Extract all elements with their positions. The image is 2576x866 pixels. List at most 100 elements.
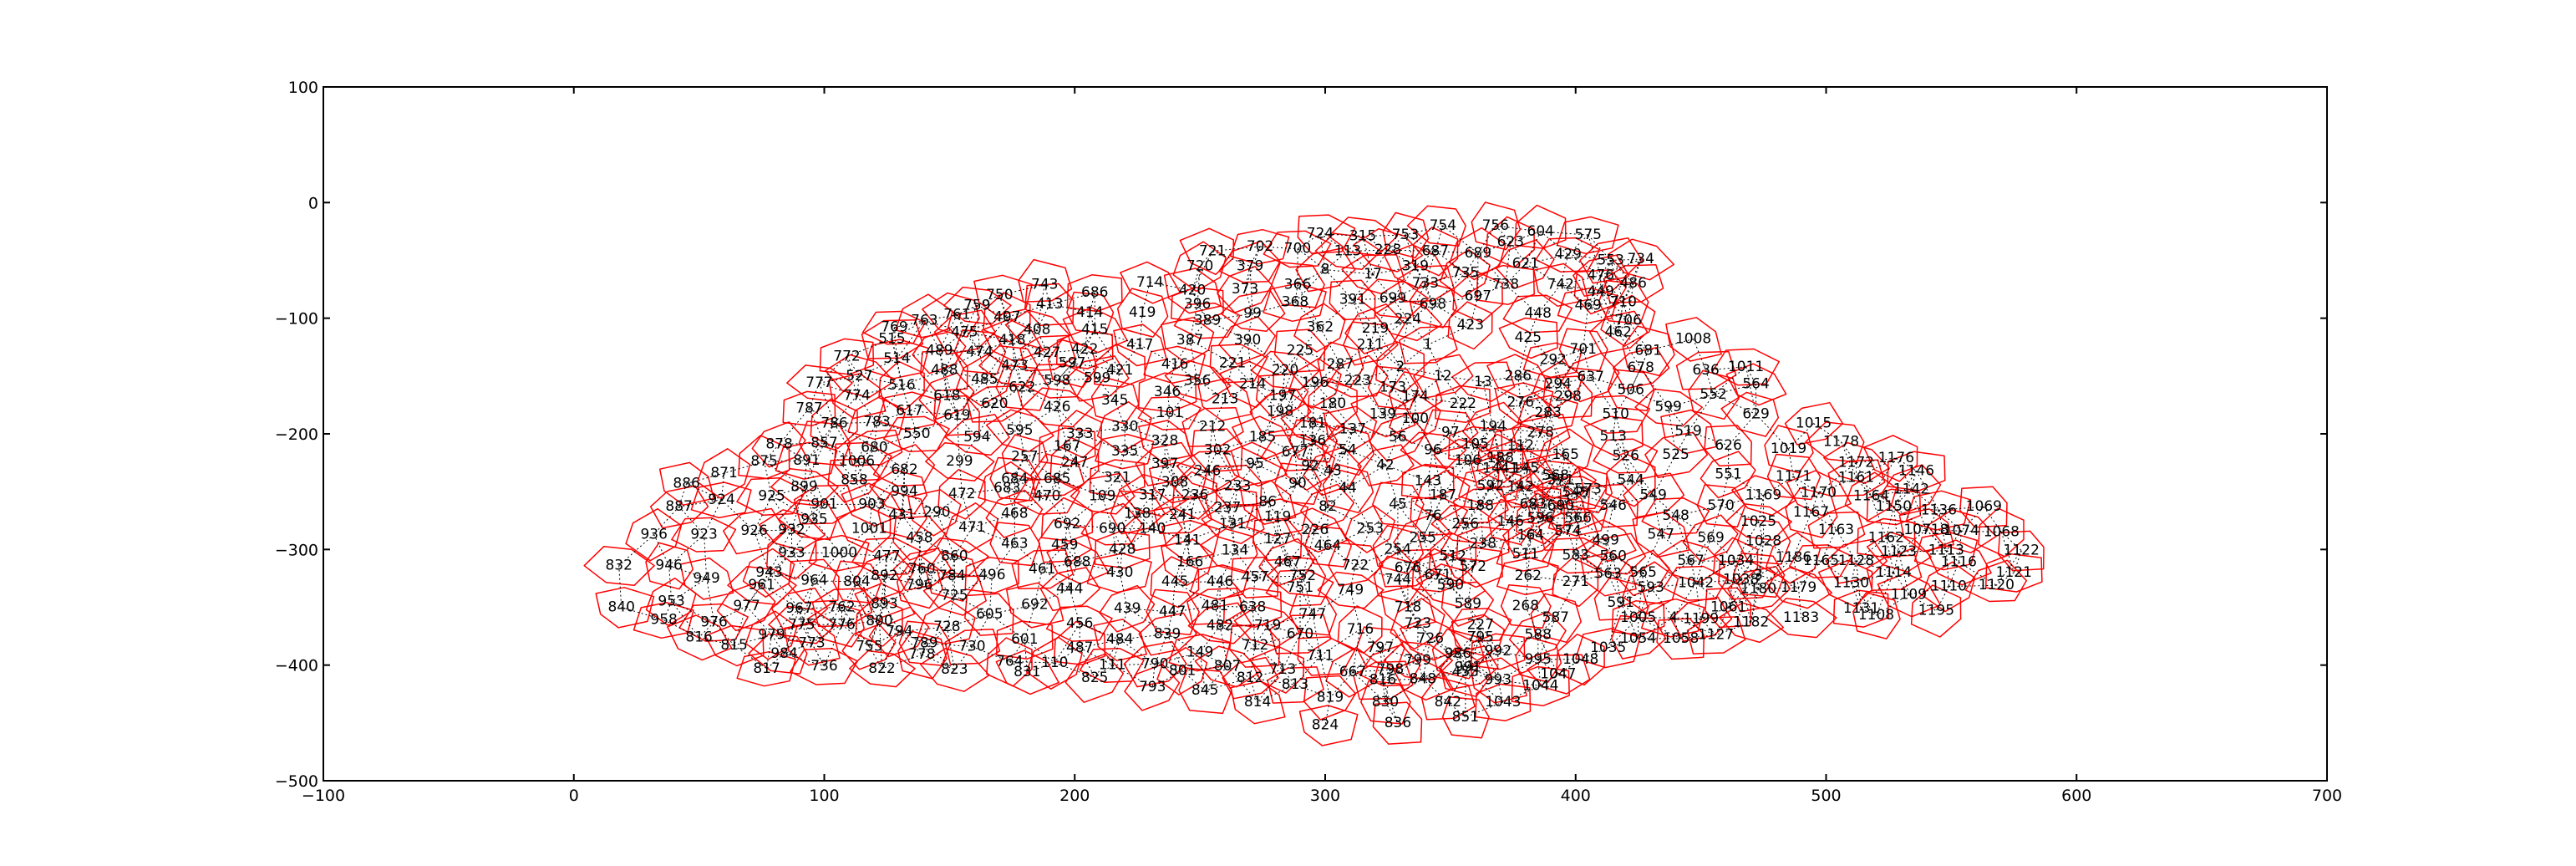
cell-polygon	[1374, 298, 1443, 342]
cell-polygon	[1357, 444, 1415, 486]
cell-polygon	[1288, 593, 1338, 636]
cell-polygon	[1593, 438, 1659, 474]
neighbour-link	[1214, 605, 1221, 626]
cell-polygon	[1187, 602, 1253, 644]
cell-label: 891	[793, 452, 820, 469]
neighbour-link	[979, 339, 1013, 353]
neighbour-link	[951, 556, 955, 577]
cell-label: 591	[1607, 594, 1633, 611]
cell-label: 692	[1054, 516, 1080, 532]
cell-polygon	[1583, 415, 1644, 457]
cell-polygon	[736, 650, 796, 687]
neighbour-link	[766, 634, 773, 669]
cell-label: 196	[1302, 374, 1329, 391]
neighbour-link	[1608, 573, 1651, 588]
neighbour-link	[882, 654, 922, 670]
neighbour-link	[1623, 302, 1629, 321]
neighbour-link	[1457, 637, 1481, 655]
cell-label: 544	[1617, 471, 1644, 488]
neighbour-link	[1150, 282, 1193, 291]
cell-polygon	[1161, 317, 1215, 364]
neighbour-link	[1407, 303, 1434, 320]
cell-label: 1054	[1620, 630, 1656, 647]
cell-polygon	[1138, 612, 1197, 656]
neighbour-link	[804, 486, 815, 520]
cell-polygon	[847, 395, 906, 441]
neighbour-link	[1537, 284, 1562, 314]
cell-label: 254	[1385, 541, 1411, 558]
neighbour-link	[972, 646, 1010, 662]
neighbour-link	[1818, 477, 1857, 494]
cell-label: 795	[1467, 629, 1494, 645]
neighbour-link	[978, 316, 1008, 353]
cell-polygon	[827, 457, 881, 503]
cell-polygon	[1086, 553, 1152, 593]
cell-polygon	[1486, 354, 1551, 400]
cell-label: 813	[1282, 676, 1308, 693]
cell-label: 445	[1161, 573, 1188, 590]
neighbour-link	[1006, 478, 1015, 489]
neighbour-link	[1492, 402, 1522, 428]
cell-polygon	[1611, 600, 1665, 636]
cell-label: 626	[1715, 437, 1741, 454]
neighbour-link	[2000, 532, 2022, 552]
cell-label: 592	[1477, 477, 1504, 494]
neighbour-link	[1497, 680, 1541, 687]
cell-label: 769	[881, 319, 907, 336]
neighbour-link	[946, 626, 955, 670]
cell-polygon	[1622, 325, 1675, 377]
neighbour-link	[856, 395, 877, 423]
cell-label: 1001	[851, 520, 887, 537]
neighbour-link	[1540, 475, 1557, 519]
cell-polygon	[1396, 265, 1455, 303]
neighbour-link	[1362, 234, 1405, 237]
cell-label: 164	[1517, 527, 1544, 544]
neighbour-link	[1294, 269, 1326, 303]
neighbour-link	[1465, 521, 1511, 525]
neighbour-link	[1502, 685, 1541, 703]
cell-label: 946	[655, 558, 682, 574]
cell-label: 697	[1465, 288, 1491, 304]
neighbour-link	[1525, 231, 1542, 264]
cell-label: 470	[1034, 488, 1060, 505]
neighbour-link	[1194, 471, 1208, 496]
neighbour-link	[1217, 436, 1263, 451]
neighbour-link	[1851, 572, 1894, 583]
neighbour-link	[1069, 562, 1078, 589]
neighbour-link	[954, 556, 993, 576]
cell-polygon	[1094, 531, 1151, 569]
neighbour-link	[1084, 349, 1120, 371]
neighbour-link	[1497, 659, 1539, 681]
neighbour-link	[1151, 481, 1176, 496]
neighbour-link	[1174, 339, 1191, 365]
neighbour-link	[1405, 234, 1416, 267]
neighbour-link	[1007, 303, 1050, 318]
cell-label: 993	[1485, 672, 1512, 689]
neighbour-link	[819, 382, 835, 424]
neighbour-link	[943, 332, 965, 371]
neighbour-link	[1517, 375, 1522, 403]
cell-polygon	[1866, 488, 1922, 526]
neighbour-link	[1220, 577, 1256, 583]
neighbour-link	[1267, 625, 1301, 634]
neighbour-link	[1613, 494, 1654, 507]
neighbour-link	[1249, 677, 1258, 703]
neighbour-link	[876, 410, 910, 423]
cell-label: 511	[1512, 546, 1539, 563]
cell-polygon	[1615, 549, 1670, 597]
cell-label: 807	[1214, 658, 1241, 675]
neighbour-link	[1234, 538, 1278, 552]
cell-label: 138	[1124, 505, 1151, 522]
neighbour-link	[754, 531, 770, 573]
cell-polygon	[1163, 267, 1222, 314]
cell-label: 475	[951, 323, 978, 340]
cell-polygon	[1201, 503, 1265, 544]
cell-label: 845	[1191, 682, 1218, 699]
neighbour-link	[1174, 481, 1183, 515]
cell-label: 1165	[1803, 553, 1839, 569]
neighbour-link	[924, 319, 965, 333]
neighbour-link	[1567, 489, 1589, 532]
neighbour-link	[1224, 384, 1253, 400]
cell-polygon	[1766, 567, 1832, 609]
neighbour-link	[1332, 380, 1359, 405]
